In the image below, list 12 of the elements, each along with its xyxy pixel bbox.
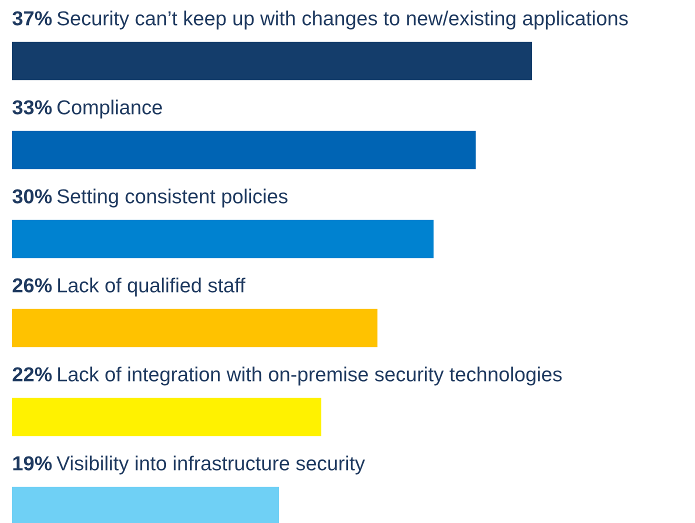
y-tick-label: Setting consistent policies	[57, 188, 288, 208]
data-label: 22%	[12, 367, 52, 382]
data-label: 30%	[12, 189, 52, 204]
y-tick-label: Visibility into infrastructure security	[56, 456, 365, 474]
y-tick-label: Security can’t keep up with changes to new/existing applications	[57, 10, 628, 30]
data-label: 37%	[12, 11, 52, 26]
y-tick-label: Compliance	[57, 100, 162, 118]
y-tick-label: Lack of qualified staff	[58, 278, 246, 296]
data-label: 19%	[13, 456, 52, 470]
data-label: 33%	[12, 100, 52, 114]
y-tick-label: Lack of integration with on-premise security technologies	[58, 366, 562, 386]
data-label: 26%	[12, 278, 52, 292]
